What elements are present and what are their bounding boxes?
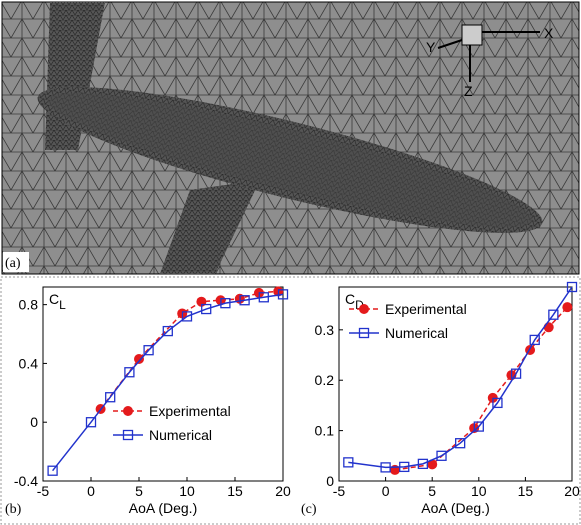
marker [124,367,135,378]
x-tick-label: 10 [471,483,487,499]
marker [105,392,116,403]
marker [201,303,212,315]
marker [543,322,554,333]
marker [380,462,391,473]
marker [220,298,231,309]
marker [399,461,410,473]
x-axis-label: AoA (Deg.) [421,500,489,516]
x-tick-label: 15 [518,483,534,499]
marker [455,438,466,449]
x-tick-label: 15 [227,483,243,499]
axes-glyph: X Y Z [426,24,554,99]
axis-z-label: Z [464,83,473,99]
marker [181,311,193,322]
y-axis-label: CL [49,291,66,312]
x-tick-label: 20 [564,483,580,499]
marker [162,325,173,337]
chart-frame [0,276,581,525]
marker [548,309,559,320]
marker [566,281,578,293]
legend-marker [359,304,369,314]
y-tick-label: 0.2 [315,372,335,388]
chart: -5 0 5 10 15 20 -0.4 0 0.4 0.8 CL AoA (Deg.) (b) Expe… [5,286,291,517]
legend-label: Numerical [149,427,212,443]
legend-marker [358,327,370,339]
x-tick-label: -5 [333,483,346,499]
marker [427,459,438,470]
marker [510,368,522,379]
x-tick-label: 0 [87,483,95,499]
marker [258,292,269,303]
marker [277,289,289,300]
x-tick-label: 20 [275,483,291,499]
y-axis-label-sub: D [355,298,364,312]
marker [529,334,540,346]
panel-label: (c) [301,502,317,517]
legend-marker [122,429,134,441]
axis-x-label: X [544,25,554,41]
legend-marker [123,406,133,416]
plot-area [338,286,573,482]
marker [417,458,429,470]
y-axis-label-main: C [345,291,355,307]
y-axis-label-main: C [49,291,59,307]
panel-label: (a) [5,256,21,271]
marker [134,354,144,365]
x-tick-label: 5 [428,483,436,499]
mesh-image: X Y Z (a) [1,1,580,275]
legend-label: Experimental [385,301,467,317]
marker [143,345,154,356]
y-tick-label: 0.8 [19,297,39,313]
marker [492,397,503,409]
x-tick-label: 0 [382,483,390,499]
plot-area [42,286,284,482]
y-tick-label: -0.4 [14,473,38,489]
marker [343,457,354,468]
y-tick-label: 0.3 [315,322,335,338]
legend-label: Experimental [149,403,231,419]
marker [562,302,573,313]
y-tick-label: 0 [326,473,334,489]
x-axis-label: AoA (Deg.) [129,500,197,516]
marker [85,417,97,428]
y-axis-label-sub: L [59,298,66,312]
axis-y-label: Y [426,39,436,55]
marker [47,465,58,476]
y-axis-label: CD [345,291,364,312]
x-tick-label: 10 [179,483,195,499]
marker [473,421,484,432]
x-tick-label: -5 [37,483,50,499]
marker [239,295,250,306]
x-tick-label: 5 [135,483,143,499]
y-tick-label: 0.4 [19,355,39,371]
panel-label: (b) [5,502,22,517]
y-tick-label: 0 [30,414,38,430]
y-tick-label: 0.1 [315,423,335,439]
marker [436,450,447,461]
legend-label: Numerical [385,325,448,341]
